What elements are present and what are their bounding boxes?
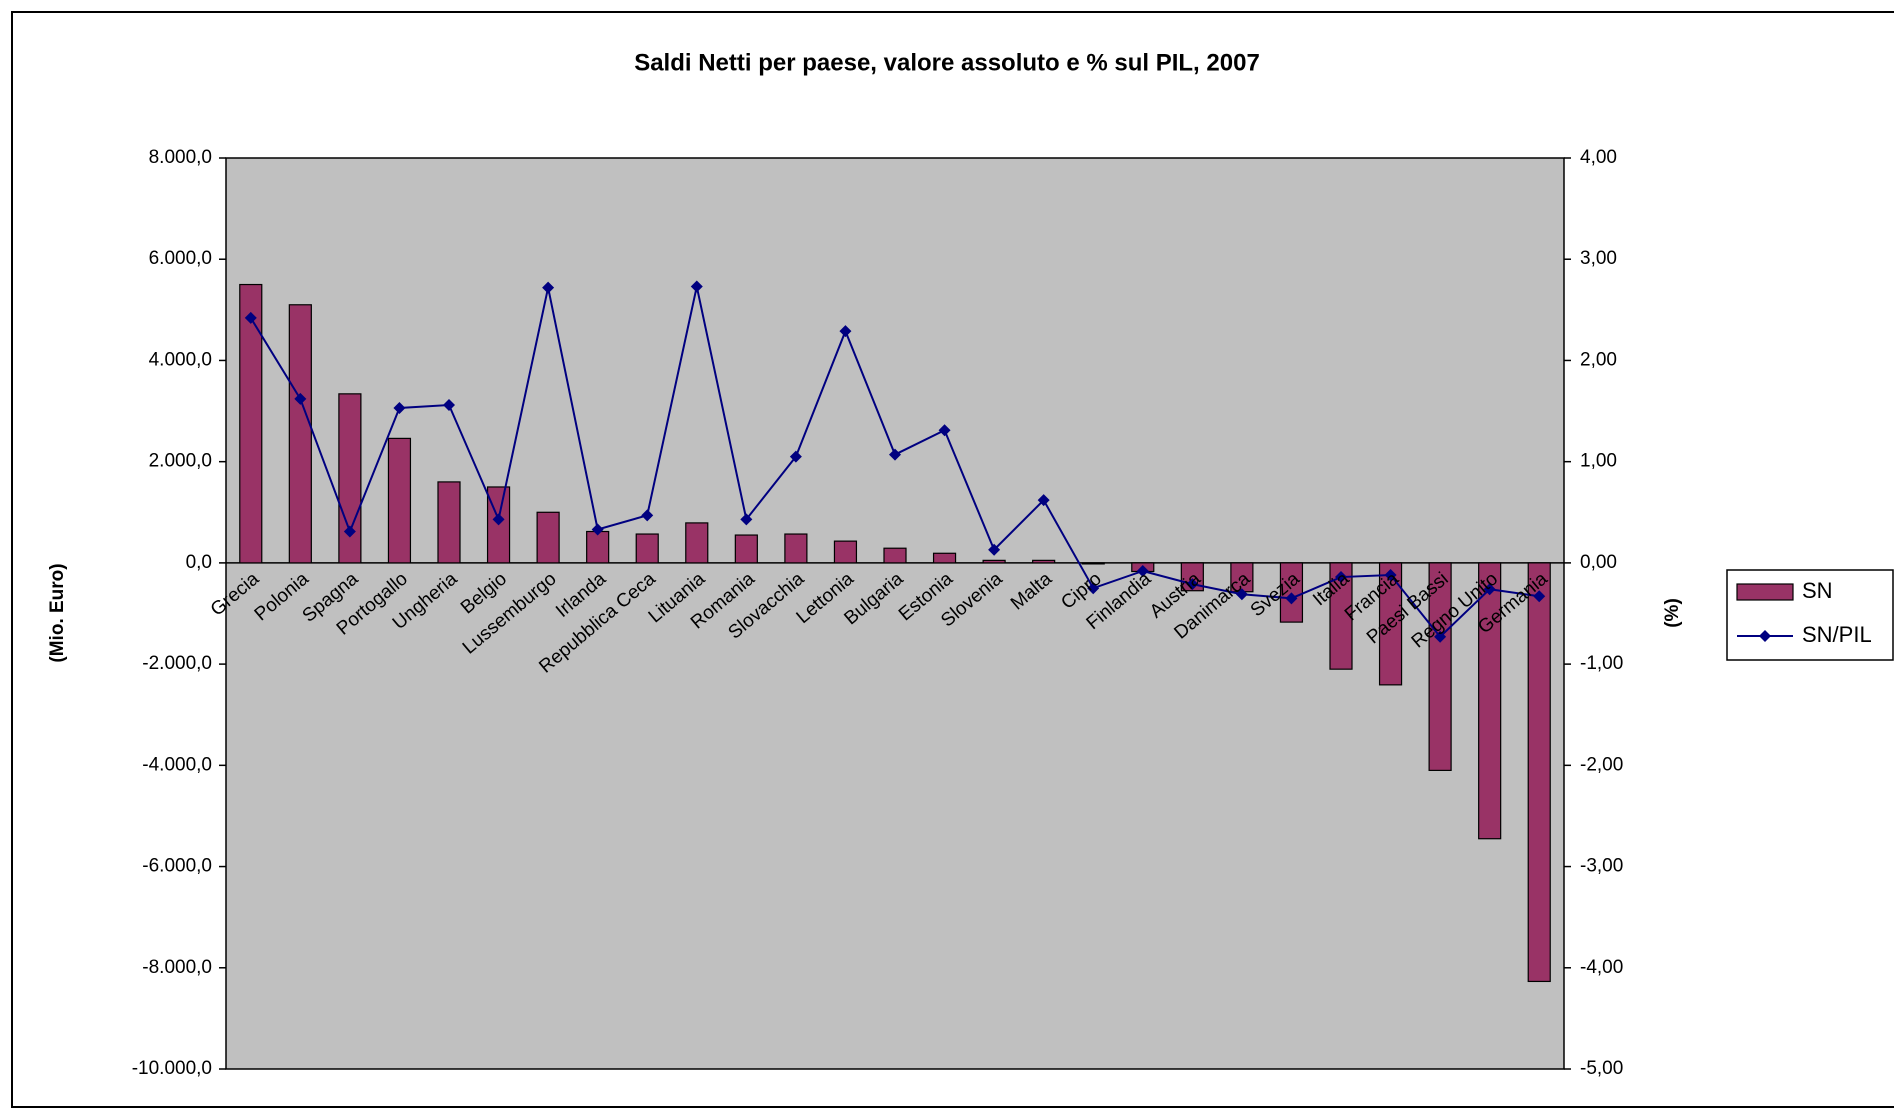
y-tick-label: -10.000,0 [132,1058,212,1079]
marker [789,450,802,463]
y2-tick-label: 1,00 [1580,451,1617,472]
marker [542,281,555,294]
marker [641,509,654,522]
bar [1329,562,1353,670]
marker [443,398,455,411]
y2-tick-label: -3,00 [1580,856,1623,877]
marker [1037,494,1050,507]
bar [288,304,312,564]
legend-label: SN [1802,578,1833,603]
marker [690,280,703,293]
marker [1335,571,1347,584]
bar [784,533,808,564]
bar [437,481,461,564]
marker [839,325,852,338]
bar [932,552,957,564]
bar [734,534,758,564]
y-tick-label: -8.000,0 [142,957,212,978]
y-axis-label: (Mio. Euro) [47,563,68,662]
y-tick-label: 2.000,0 [149,451,212,472]
bar [1032,559,1056,564]
bar [635,533,659,564]
bar [536,511,560,564]
bar [883,547,907,564]
y-tick-label: -4.000,0 [142,754,212,775]
marker [889,448,901,461]
y-tick-label: 8.000,0 [149,147,212,168]
bar [982,559,1006,564]
marker [591,523,604,536]
bar [338,393,362,564]
bar [685,522,709,564]
y-tick-label: 4.000,0 [149,349,212,370]
marker [492,513,505,526]
marker [393,402,406,415]
y-tick-label: 0,0 [186,552,212,573]
marker [1087,582,1100,595]
y2-tick-label: -5,00 [1580,1058,1623,1079]
marker [938,424,951,437]
bar [239,283,263,564]
marker [1235,588,1248,601]
bar [833,540,858,564]
marker [244,311,257,324]
y-tick-label: -6.000,0 [142,856,212,877]
y-tick-label: -2.000,0 [142,653,212,674]
y2-tick-label: 2,00 [1580,349,1617,370]
marker [740,513,753,526]
bar [387,437,412,564]
bar [586,530,610,564]
y2-tick-label: -1,00 [1580,653,1623,674]
legend-label: SN/PIL [1802,622,1872,647]
marker [1483,583,1496,596]
marker [343,525,356,538]
marker [1384,569,1397,582]
marker [1136,564,1149,577]
bar [1081,562,1105,565]
bar [1478,562,1502,840]
y2-tick-label: 0,00 [1580,552,1617,573]
y2-tick-label: -2,00 [1580,754,1623,775]
bar [1428,562,1452,771]
y2-axis-label: (%) [1662,598,1683,628]
legend-swatch [1736,583,1794,601]
chart-title: Saldi Netti per paese, valore assoluto e… [634,49,1260,76]
marker [294,392,307,405]
y2-tick-label: 4,00 [1580,147,1617,168]
legend-marker [1759,630,1771,642]
marker [1434,630,1447,643]
bar [1378,562,1403,686]
marker [988,543,1001,556]
marker [1186,578,1199,591]
bar [1527,562,1551,983]
y-tick-label: 6.000,0 [149,248,212,269]
y2-tick-label: 3,00 [1580,248,1617,269]
marker [1533,590,1546,603]
marker [1285,592,1298,605]
y2-tick-label: -4,00 [1580,957,1623,978]
